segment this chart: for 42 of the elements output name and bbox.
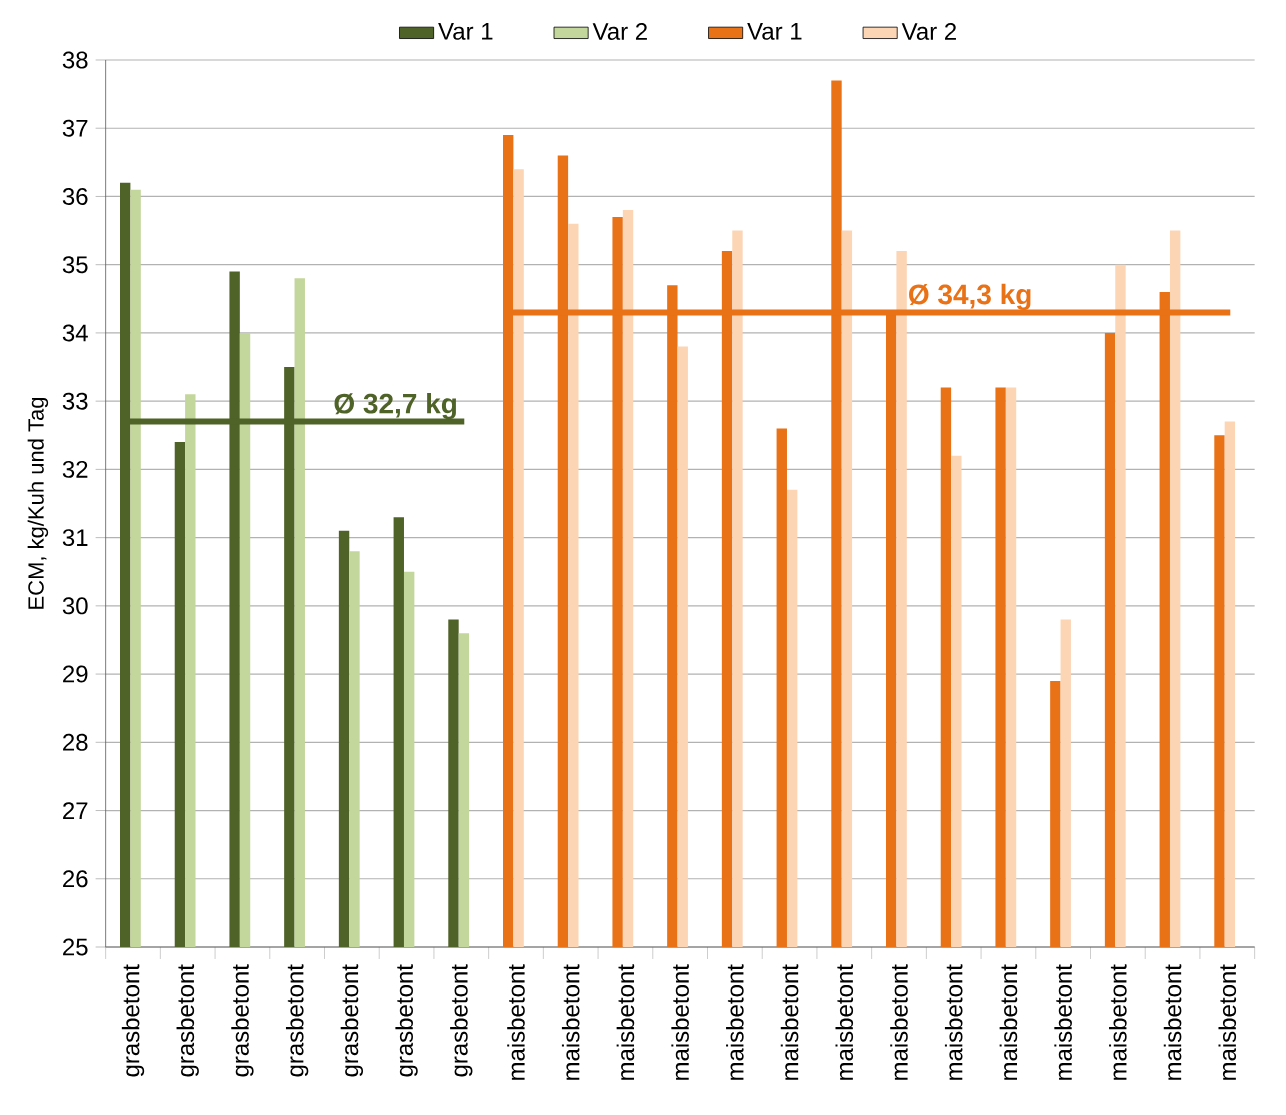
legend-label: Var 1 (747, 23, 802, 40)
y-tick-label: 36 (62, 187, 88, 205)
y-tick-label: 26 (63, 870, 88, 888)
x-tick-label: maisbetont (561, 964, 580, 1080)
x-tick-label: maisbetont (1218, 964, 1237, 1080)
y-tick-label: 29 (63, 665, 88, 683)
series-label: Ø 34,3 kg (909, 283, 1031, 311)
legend-label: Var 2 (592, 22, 647, 40)
x-tick-label: maisbetont (671, 964, 689, 1080)
x-tick-label: grasbetont (285, 964, 309, 1077)
legend-label: Var 1 (438, 23, 493, 40)
x-tick-label: maisbetont (835, 964, 854, 1080)
y-tick-label: 38 (62, 51, 88, 69)
x-tick-label: grasbetont (176, 964, 199, 1077)
y-tick-label: 31 (62, 529, 88, 547)
x-tick-label: grasbetont (395, 964, 418, 1077)
x-tick-label: maisbetont (616, 964, 635, 1080)
y-tick-label: 32 (62, 460, 88, 478)
x-tick-label: grasbetont (450, 964, 473, 1077)
x-tick-label: maisbetont (726, 964, 744, 1080)
y-tick-label: 34 (62, 324, 88, 342)
y-tick-label: 28 (63, 733, 88, 751)
x-tick-label: grasbetont (231, 964, 254, 1077)
legend-label: Var 2 (901, 22, 956, 40)
x-tick-label: maisbetont (1054, 964, 1072, 1080)
x-tick-label: grasbetont (340, 964, 364, 1077)
y-tick-label: 27 (63, 802, 88, 819)
x-tick-label: maisbetont (944, 964, 963, 1080)
y-tick-label: 25 (63, 938, 88, 956)
x-tick-label: grasbetont (121, 964, 145, 1077)
x-tick-label: maisbetont (780, 964, 799, 1080)
y-tick-label: 30 (62, 597, 88, 615)
series-label: Ø 32,7 kg (334, 392, 456, 420)
x-tick-label: maisbetont (999, 964, 1018, 1080)
y-tick-label: 33 (62, 392, 88, 410)
y-tick-label: 37 (62, 119, 88, 137)
x-tick-label: maisbetont (1163, 964, 1182, 1080)
y-axis-title: ECM, kg/Kuh und Tag (27, 397, 49, 609)
y-tick-label: 35 (62, 256, 88, 274)
x-tick-label: maisbetont (507, 964, 525, 1080)
x-tick-label: maisbetont (1109, 964, 1127, 1080)
x-tick-label: maisbetont (890, 964, 908, 1080)
